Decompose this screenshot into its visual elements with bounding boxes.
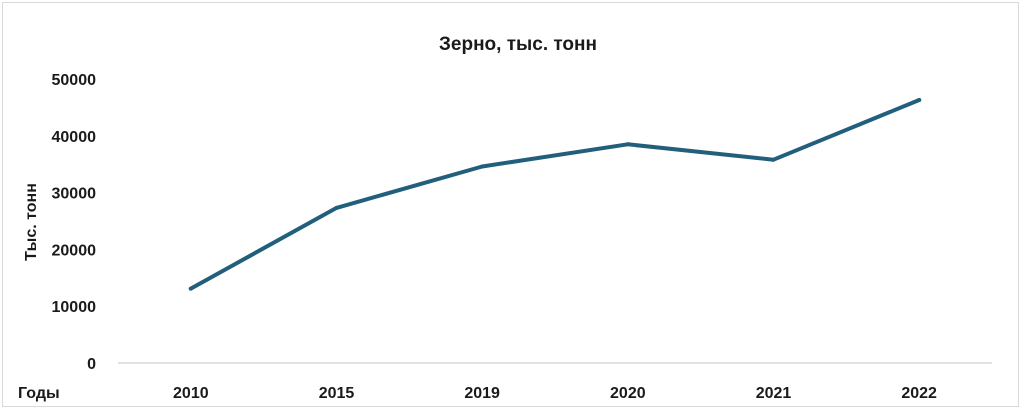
y-tick-label: 10000 [52,299,97,316]
data-point [334,205,339,210]
data-point [188,286,193,291]
data-point [480,164,485,169]
x-tick-label: 2020 [610,385,646,402]
x-tick-label: 2021 [756,385,792,402]
x-tick-label: 2022 [901,385,937,402]
y-tick-label: 0 [87,356,96,373]
x-axis-ticks: 2010 2015 2019 2020 2021 2022 [173,385,937,402]
y-axis-ticks: 0 10000 20000 30000 40000 50000 [52,72,97,373]
data-point [625,142,630,147]
series-line [188,98,922,291]
chart-title: Зерно, тыс. тонн [439,34,597,55]
y-axis-title: Тыс. тонн [23,183,40,261]
data-point [917,98,922,102]
y-tick-label: 50000 [52,72,97,89]
x-tick-label: 2010 [173,385,209,402]
chart-frame [2,2,1019,407]
series-layer [188,98,922,291]
y-tick-label: 30000 [52,186,97,203]
x-tick-label: 2019 [464,385,500,402]
x-axis-title: Годы [18,385,60,402]
y-tick-label: 40000 [52,129,97,146]
data-point [771,157,776,162]
x-tick-label: 2015 [319,385,355,402]
y-tick-label: 20000 [52,242,97,259]
